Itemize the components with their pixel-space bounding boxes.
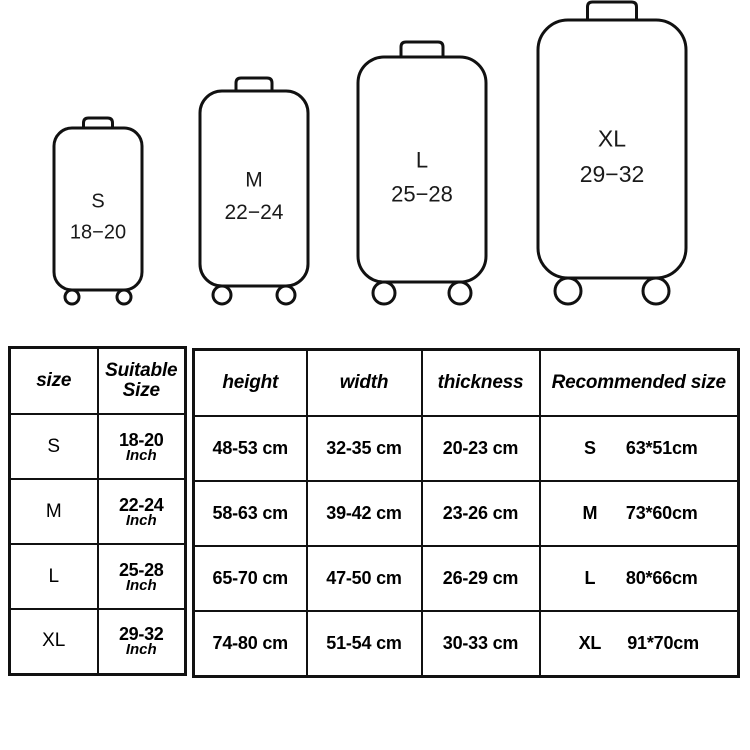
suitcase-size-label-xl: XL: [598, 125, 626, 151]
suitcase-s: S 18−20: [46, 106, 150, 312]
suitcase-m: M 22−24: [192, 66, 316, 312]
suitcase-wheel-left-xl: [553, 276, 583, 306]
suitcase-wheel-right-s: [115, 288, 133, 306]
size-table-header-row: size Suitable Size: [8, 346, 187, 415]
suitable-size-line2: Size: [122, 380, 160, 401]
size-cell: XL: [8, 608, 99, 675]
thickness-cell: 26-29 cm: [420, 545, 541, 612]
suitcase-handle-l: [399, 40, 445, 61]
height-cell: 58-63 cm: [192, 480, 308, 547]
suitcase-wheel-left-m: [211, 284, 233, 306]
suitable-size-cell: 25-28 Inch: [96, 543, 187, 610]
width-cell: 47-50 cm: [305, 545, 423, 612]
dimension-table-row: 48-53 cm 32-35 cm 20-23 cm S 63*51cm: [192, 415, 740, 482]
suitcase-wheel-right-l: [447, 280, 473, 306]
suitcase-wheel-right-xl: [641, 276, 671, 306]
size-table-header-suitable-size: Suitable Size: [96, 346, 187, 415]
dimension-table-header-height: height: [192, 348, 308, 417]
recommended-size-label: S: [584, 438, 596, 458]
height-cell: 74-80 cm: [192, 610, 308, 677]
suitcase-xl: XL 29−32: [530, 0, 694, 312]
dimension-table-row: 58-63 cm 39-42 cm 23-26 cm M 73*60cm: [192, 480, 740, 547]
recommended-size-label: XL: [578, 632, 602, 653]
size-table-row: M 22-24 Inch: [8, 478, 187, 545]
dimension-table-header-row: height width thickness Recommended size: [192, 348, 740, 417]
suitable-size-cell: 22-24 Inch: [96, 478, 187, 545]
size-table: size Suitable Size S 18-20 Inch M 22-24 Inch L…: [8, 346, 187, 676]
suitcase-handle-xl: [586, 0, 638, 24]
dimension-table: height width thickness Recommended size …: [192, 348, 740, 678]
suitcase-inches-label-l: 25−28: [391, 181, 453, 206]
height-cell: 65-70 cm: [192, 545, 308, 612]
recommended-size-cell: S 63*51cm: [538, 415, 740, 482]
suitable-unit: Inch: [125, 511, 157, 529]
suitcase-l: L 25−28: [350, 30, 494, 312]
suitable-unit: Inch: [125, 446, 157, 464]
recommended-size-cell: XL 91*70cm: [538, 610, 740, 677]
dimension-table-row: 65-70 cm 47-50 cm 26-29 cm L 80*66cm: [192, 545, 740, 612]
recommended-size-label: M: [582, 503, 598, 523]
suitcase-body-l: [356, 55, 488, 284]
suitable-range: 25-28: [118, 559, 164, 580]
size-table-row: S 18-20 Inch: [8, 413, 187, 480]
size-table-header-size: size: [8, 346, 99, 415]
size-table-row: L 25-28 Inch: [8, 543, 187, 610]
suitcase-body-s: [52, 126, 144, 292]
suitable-size-line1: Suitable: [105, 359, 178, 381]
dimension-table-header-width: width: [305, 348, 423, 417]
width-cell: 51-54 cm: [305, 610, 423, 677]
thickness-cell: 20-23 cm: [420, 415, 541, 482]
suitable-size-cell: 29-32 Inch: [96, 608, 187, 675]
recommended-size-label: L: [584, 568, 596, 588]
suitable-unit: Inch: [125, 641, 157, 659]
suitcase-wheel-left-s: [63, 288, 81, 306]
suitcase-handle-s: [82, 116, 114, 132]
suitcase-inches-label-xl: 29−32: [580, 161, 645, 187]
suitable-size-cell: 18-20 Inch: [96, 413, 187, 480]
suitcase-illustration-row: S 18−20 M 22−24 L 25−28 XL 29−32: [0, 0, 750, 330]
dimension-table-header-recommended-size: Recommended size: [538, 348, 740, 417]
suitable-unit: Inch: [125, 576, 157, 594]
suitable-range: 29-32: [118, 624, 164, 645]
size-table-row: XL 29-32 Inch: [8, 608, 187, 675]
recommended-size-cell: M 73*60cm: [538, 480, 740, 547]
size-cell: L: [8, 543, 99, 610]
recommended-size-dimension: 63*51cm: [625, 438, 698, 458]
thickness-cell: 23-26 cm: [420, 480, 541, 547]
suitcase-inches-label-s: 18−20: [70, 221, 126, 243]
thickness-cell: 30-33 cm: [420, 610, 541, 677]
suitcase-size-label-m: M: [245, 169, 263, 192]
dimension-table-row: 74-80 cm 51-54 cm 30-33 cm XL 91*70cm: [192, 610, 740, 677]
size-cell: S: [8, 413, 99, 480]
size-cell: M: [8, 478, 99, 545]
suitcase-handle-m: [234, 76, 274, 95]
dimension-table-header-thickness: thickness: [420, 348, 541, 417]
recommended-size-dimension: 80*66cm: [625, 568, 698, 588]
suitcase-size-label-s: S: [91, 190, 104, 212]
suitable-range: 22-24: [118, 494, 164, 515]
suitcase-wheel-left-l: [371, 280, 397, 306]
suitcase-size-label-l: L: [416, 147, 428, 172]
width-cell: 39-42 cm: [305, 480, 423, 547]
suitcase-inches-label-m: 22−24: [225, 201, 284, 224]
suitcase-wheel-right-m: [275, 284, 297, 306]
recommended-size-dimension: 73*60cm: [625, 503, 698, 523]
suitable-range: 18-20: [118, 429, 164, 450]
recommended-size-cell: L 80*66cm: [538, 545, 740, 612]
width-cell: 32-35 cm: [305, 415, 423, 482]
height-cell: 48-53 cm: [192, 415, 308, 482]
recommended-size-dimension: 91*70cm: [627, 632, 699, 653]
suitcase-body-xl: [536, 18, 688, 280]
suitcase-body-m: [198, 89, 310, 288]
